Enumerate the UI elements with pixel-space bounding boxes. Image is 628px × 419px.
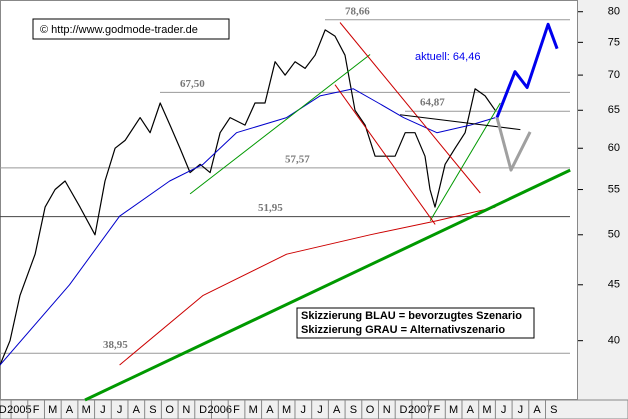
x-tick-label: F bbox=[33, 404, 40, 416]
x-tick-label: J bbox=[117, 404, 123, 416]
series-line bbox=[429, 102, 501, 221]
level-label: 38,95 bbox=[103, 339, 128, 351]
x-tick-label: J bbox=[317, 404, 323, 416]
x-tick-label: M bbox=[482, 404, 491, 416]
x-tick-label: J bbox=[518, 404, 524, 416]
x-tick-label: M bbox=[82, 404, 91, 416]
series-line bbox=[119, 206, 496, 366]
y-tick-label: 50 bbox=[608, 229, 620, 241]
level-label: 51,95 bbox=[258, 202, 283, 214]
y-tick-label: 80 bbox=[608, 6, 620, 18]
series-line bbox=[84, 168, 571, 402]
x-tick-label: A bbox=[266, 404, 274, 416]
source: © http://www.godmode-trader.de bbox=[40, 24, 198, 36]
y-tick-label: 65 bbox=[608, 104, 620, 116]
x-tick-label: 2007 bbox=[408, 404, 432, 416]
level-label: 78,66 bbox=[345, 5, 370, 17]
series-line bbox=[495, 22, 559, 119]
x-tick-label: A bbox=[533, 404, 541, 416]
plot-frame bbox=[0, 0, 578, 400]
x-tick-label: N bbox=[182, 404, 190, 416]
x-tick-label: S bbox=[550, 404, 557, 416]
x-tick-label: F bbox=[434, 404, 441, 416]
x-tick-label: J bbox=[501, 404, 507, 416]
y-tick-label: 55 bbox=[608, 183, 620, 195]
x-tick-label: D bbox=[0, 404, 7, 416]
x-tick-label: M bbox=[449, 404, 458, 416]
y-tick-label: 70 bbox=[608, 69, 620, 81]
note: Skizzierung GRAU = Alternativszenario bbox=[301, 324, 505, 336]
note: Skizzierung BLAU = bevorzugtes Szenario bbox=[301, 310, 522, 322]
x-tick-label: F bbox=[233, 404, 240, 416]
x-tick-label: J bbox=[301, 404, 307, 416]
x-tick-label: D bbox=[199, 404, 207, 416]
x-tick-label: S bbox=[350, 404, 357, 416]
x-axis-panel bbox=[0, 399, 628, 419]
level-label: 67,50 bbox=[180, 78, 205, 90]
y-axis-panel bbox=[578, 0, 628, 400]
series-line bbox=[495, 117, 532, 172]
y-tick-label: 40 bbox=[608, 335, 620, 347]
x-tick-label: A bbox=[333, 404, 341, 416]
x-tick-label: S bbox=[149, 404, 156, 416]
source-box bbox=[32, 18, 230, 40]
x-tick-label: O bbox=[165, 404, 174, 416]
x-tick-label: M bbox=[48, 404, 57, 416]
x-tick-label: A bbox=[467, 404, 475, 416]
x-tick-label: N bbox=[383, 404, 391, 416]
x-tick-label: 2005 bbox=[7, 404, 31, 416]
x-tick-label: M bbox=[249, 404, 258, 416]
x-tick-label: J bbox=[100, 404, 106, 416]
y-tick-label: 60 bbox=[608, 142, 620, 154]
x-tick-label: A bbox=[66, 404, 74, 416]
series-line bbox=[334, 84, 436, 225]
series-line bbox=[0, 29, 496, 366]
x-tick-label: A bbox=[133, 404, 141, 416]
x-tick-label: D bbox=[400, 404, 408, 416]
level-label: 57,57 bbox=[285, 153, 310, 165]
note-box bbox=[296, 307, 535, 339]
series-line bbox=[339, 22, 481, 194]
x-tick-label: 2006 bbox=[208, 404, 232, 416]
x-tick-label: O bbox=[366, 404, 375, 416]
x-tick-label: M bbox=[282, 404, 291, 416]
level-label: 64,87 bbox=[420, 97, 445, 109]
series-line bbox=[189, 54, 371, 195]
annotation: aktuell: 64,46 bbox=[415, 51, 480, 63]
y-tick-label: 45 bbox=[608, 279, 620, 291]
y-tick-label: 75 bbox=[608, 36, 620, 48]
